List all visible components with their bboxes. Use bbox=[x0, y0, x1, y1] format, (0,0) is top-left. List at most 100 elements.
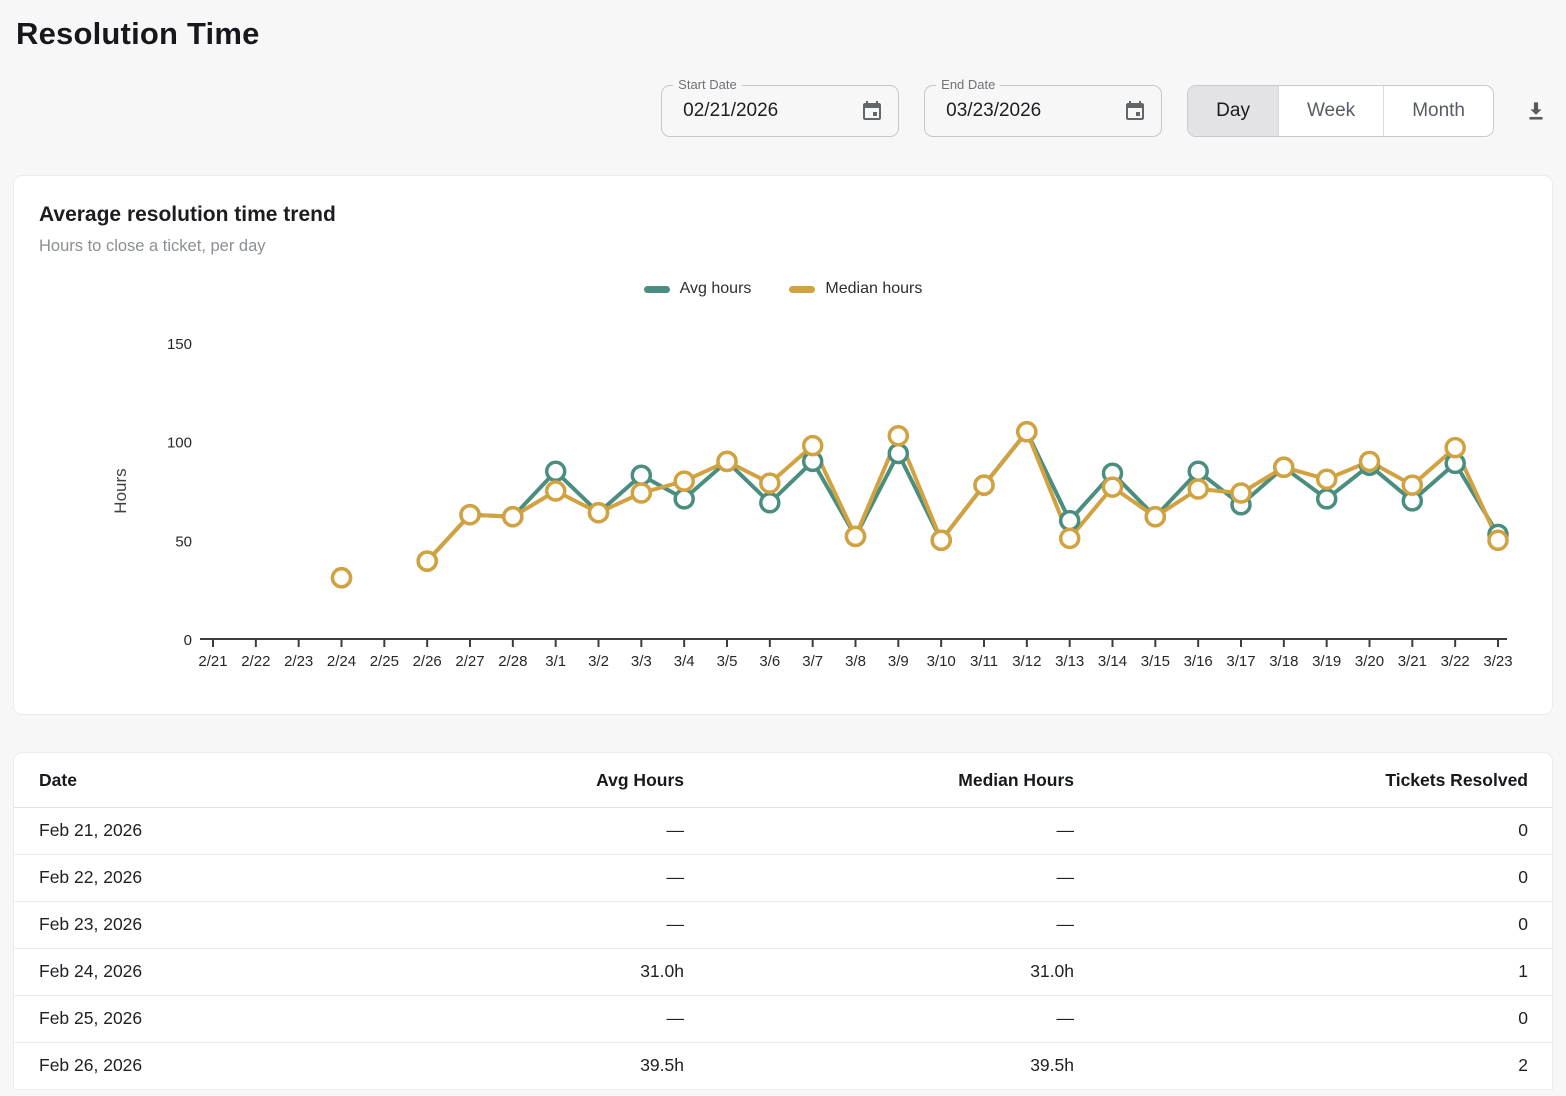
cell-tickets-resolved: 0 bbox=[1074, 995, 1552, 1043]
x-tick-label: 3/9 bbox=[888, 653, 909, 670]
data-point bbox=[673, 488, 695, 510]
data-point bbox=[502, 505, 524, 528]
data-point bbox=[1058, 527, 1081, 550]
x-tick-label: 3/2 bbox=[588, 653, 609, 670]
cell-tickets-resolved: 2 bbox=[1074, 1042, 1552, 1090]
x-tick-label: 3/3 bbox=[631, 653, 652, 670]
legend-item-median: Median hours bbox=[789, 280, 922, 298]
cell-tickets-resolved: 0 bbox=[1074, 807, 1552, 855]
data-point bbox=[544, 480, 567, 502]
x-tick-label: 2/24 bbox=[327, 653, 356, 670]
end-date-label: End Date bbox=[936, 77, 1001, 92]
end-date-value: 03/23/2026 bbox=[946, 100, 1042, 121]
x-tick-label: 3/7 bbox=[802, 653, 823, 670]
cell-date: Feb 25, 2026 bbox=[14, 995, 444, 1043]
y-tick-label: 0 bbox=[184, 632, 192, 649]
granularity-toggle: Day Week Month bbox=[1187, 85, 1494, 137]
cell-avg-hours: — bbox=[444, 901, 684, 949]
cell-avg-hours: — bbox=[444, 995, 684, 1043]
data-point bbox=[330, 567, 353, 589]
data-point bbox=[673, 470, 695, 492]
cell-date: Feb 26, 2026 bbox=[14, 1042, 444, 1090]
col-header-tickets-resolved: Tickets Resolved bbox=[1074, 753, 1552, 808]
x-tick-label: 3/10 bbox=[927, 653, 956, 670]
y-tick-label: 50 bbox=[175, 533, 192, 550]
data-point bbox=[1315, 468, 1338, 490]
cell-tickets-resolved: 0 bbox=[1074, 854, 1552, 902]
cell-median-hours: — bbox=[684, 807, 1074, 855]
x-tick-label: 2/23 bbox=[284, 653, 313, 670]
x-tick-label: 3/6 bbox=[759, 653, 780, 670]
data-point bbox=[1315, 488, 1338, 510]
data-point bbox=[801, 434, 824, 457]
table-row: Feb 26, 2026 39.5h 39.5h 2 bbox=[14, 1042, 1552, 1090]
cell-median-hours: — bbox=[684, 901, 1074, 949]
x-tick-label: 3/18 bbox=[1269, 653, 1298, 670]
x-tick-label: 3/21 bbox=[1398, 653, 1427, 670]
filter-controls: Start Date 02/21/2026 End Date 03/23/202… bbox=[13, 77, 1553, 137]
chart-legend: Avg hours Median hours bbox=[14, 277, 1552, 301]
table-body: Feb 21, 2026— —0 Feb 22, 2026— —0 Feb 23, 20… bbox=[14, 807, 1552, 1090]
col-header-avg-hours: Avg Hours bbox=[444, 753, 684, 808]
data-point bbox=[416, 550, 438, 572]
x-tick-label: 3/22 bbox=[1441, 653, 1470, 670]
col-header-date: Date bbox=[14, 753, 444, 808]
cell-avg-hours: — bbox=[444, 854, 684, 902]
chart-subtitle: Hours to close a ticket, per day bbox=[39, 237, 266, 255]
x-tick-label: 2/26 bbox=[413, 653, 442, 670]
x-tick-label: 3/12 bbox=[1012, 653, 1041, 670]
toggle-month[interactable]: Month bbox=[1383, 86, 1493, 136]
x-tick-label: 3/16 bbox=[1184, 653, 1213, 670]
download-button[interactable] bbox=[1519, 94, 1553, 128]
end-date-field[interactable]: End Date 03/23/2026 bbox=[924, 77, 1163, 137]
data-point bbox=[459, 503, 481, 526]
x-tick-label: 2/25 bbox=[370, 653, 399, 670]
cell-median-hours: — bbox=[684, 995, 1074, 1043]
cell-date: Feb 21, 2026 bbox=[14, 807, 444, 855]
x-tick-label: 3/8 bbox=[845, 653, 866, 670]
toggle-week[interactable]: Week bbox=[1277, 86, 1383, 136]
start-date-value: 02/21/2026 bbox=[683, 100, 779, 121]
x-tick-label: 3/23 bbox=[1483, 653, 1512, 670]
x-tick-label: 3/14 bbox=[1098, 653, 1127, 670]
table-row: Feb 21, 2026— —0 bbox=[14, 807, 1552, 855]
cell-tickets-resolved: 0 bbox=[1074, 901, 1552, 949]
cell-median-hours: 31.0h bbox=[684, 948, 1074, 996]
cell-tickets-resolved: 1 bbox=[1074, 948, 1552, 996]
x-tick-label: 3/19 bbox=[1312, 653, 1341, 670]
calendar-icon[interactable] bbox=[860, 99, 884, 123]
cell-avg-hours: 31.0h bbox=[444, 948, 684, 996]
start-date-field[interactable]: Start Date 02/21/2026 bbox=[661, 77, 900, 137]
data-point bbox=[1358, 450, 1381, 473]
start-date-label: Start Date bbox=[673, 77, 742, 92]
y-axis-title: Hours bbox=[111, 468, 130, 513]
data-point bbox=[630, 464, 653, 486]
trend-chart-card: Average resolution time trend Hours to c… bbox=[13, 175, 1553, 715]
x-tick-label: 3/13 bbox=[1055, 653, 1084, 670]
data-point bbox=[1144, 505, 1167, 528]
chart-title: Average resolution time trend bbox=[39, 203, 336, 226]
data-point bbox=[1401, 474, 1424, 496]
toggle-day[interactable]: Day bbox=[1188, 86, 1278, 136]
x-tick-label: 3/11 bbox=[970, 653, 998, 670]
download-icon bbox=[1529, 102, 1543, 120]
avg-hours-swatch bbox=[643, 285, 670, 293]
x-tick-label: 3/5 bbox=[717, 653, 738, 670]
table-row: Feb 25, 2026— —0 bbox=[14, 995, 1552, 1043]
cell-avg-hours: — bbox=[444, 807, 684, 855]
data-point bbox=[1187, 460, 1209, 483]
calendar-icon[interactable] bbox=[1123, 99, 1147, 123]
cell-date: Feb 24, 2026 bbox=[14, 948, 444, 996]
table-header-row: Date Avg Hours Median Hours Tickets Reso… bbox=[14, 753, 1552, 808]
data-point bbox=[887, 442, 910, 465]
data-point bbox=[1230, 482, 1252, 504]
x-tick-label: 2/21 bbox=[198, 653, 227, 670]
legend-item-avg: Avg hours bbox=[643, 280, 751, 298]
data-point bbox=[630, 482, 653, 504]
data-point bbox=[1058, 509, 1081, 532]
x-tick-label: 2/28 bbox=[498, 653, 527, 670]
data-point bbox=[759, 492, 781, 514]
data-point bbox=[973, 474, 995, 496]
x-tick-label: 3/17 bbox=[1226, 653, 1255, 670]
